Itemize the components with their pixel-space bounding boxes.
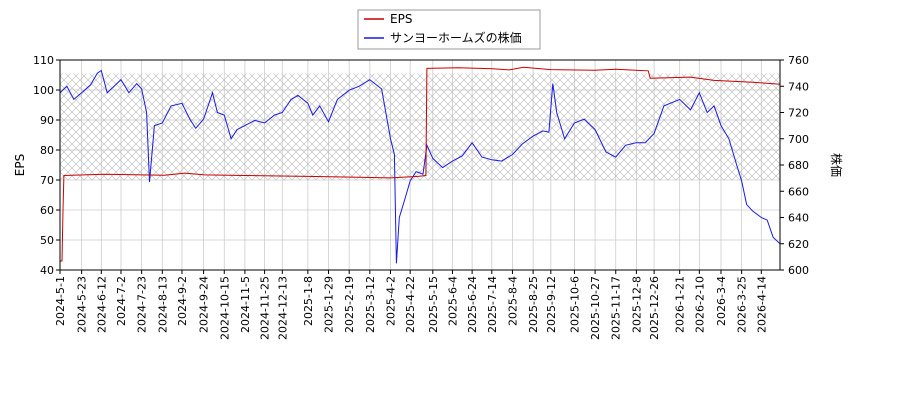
legend: EPS サンヨーホームズの株価 [357,9,541,50]
x-tick-label: 2026-4-14 [755,276,768,333]
x-tick-label: 2024-8-13 [156,276,169,333]
series-line-eps [60,66,781,262]
y-right-tick-label: 600 [788,264,809,277]
x-tick-label: 2024-11-25 [259,276,272,340]
hatch-band [60,73,780,180]
y-axis-right-title: 株価 [829,153,844,177]
legend-label-eps: EPS [390,12,412,26]
x-tick-label: 2025-8-25 [527,276,540,333]
x-tick-label: 2025-12-26 [648,276,661,340]
x-tick-label: 2025-2-19 [343,276,356,333]
legend-label-price: サンヨーホームズの株価 [390,30,522,45]
x-tick-label: 2024-7-23 [136,276,149,333]
y-left-tick-label: 100 [33,84,54,97]
y-left-tick-label: 50 [40,234,54,247]
x-tick-label: 2024-9-2 [176,276,189,326]
y-right-tick-label: 640 [788,212,809,225]
y-left-tick-label: 40 [40,264,54,277]
y-right-tick-label: 720 [788,107,809,120]
x-tick-label: 2025-5-15 [427,276,440,333]
x-tick-label: 2024-12-13 [276,276,289,340]
x-tick-label: 2026-2-10 [693,276,706,333]
x-tick-label: 2025-1-8 [302,276,315,326]
ticks-layer: 40 50 60 70 80 90 100 110 600 620 640 660 680 700 720 7… [33,54,809,340]
y-right-tick-label: 700 [788,133,809,146]
x-tick-label: 2025-6-4 [446,276,459,326]
y-right-tick-label: 740 [788,80,809,93]
x-tick-label: 2025-3-12 [364,276,377,333]
y-left-tick-label: 80 [40,144,54,157]
x-tick-label: 2025-1-29 [323,276,336,333]
x-tick-label: 2024-9-24 [198,276,211,333]
y-right-tick-label: 620 [788,238,809,251]
x-tick-label: 2026-1-21 [674,276,687,333]
x-tick-label: 2025-9-12 [545,276,558,333]
y-right-tick-label: 680 [788,159,809,172]
x-tick-label: 2025-4-22 [404,276,417,333]
legend-box [357,9,541,50]
x-tick-label: 2024-10-15 [218,276,231,340]
x-tick-label: 2025-10-27 [589,276,602,340]
x-tick-label: 2026-3-4 [715,276,728,326]
x-tick-label: 2025-11-17 [610,276,623,340]
y-axis-left-title: EPS [13,154,27,176]
x-tick-label: 2024-5-23 [76,276,89,333]
x-tick-label: 2026-3-25 [736,276,749,333]
x-tick-label: 2025-6-24 [466,276,479,333]
x-tick-label: 2025-4-2 [384,276,397,326]
x-tick-label: 2025-8-4 [506,276,519,326]
x-tick-label: 2024-5-1 [54,276,67,326]
x-tick-label: 2024-6-12 [95,276,108,333]
y-left-tick-label: 70 [40,174,54,187]
x-tick-label: 2025-7-14 [486,276,499,333]
y-left-tick-label: 60 [40,204,54,217]
series-line-price [59,69,781,264]
y-right-tick-label: 660 [788,185,809,198]
x-tick-label: 2024-7-2 [115,276,128,326]
y-left-tick-label: 110 [33,54,54,67]
x-tick-label: 2025-10-6 [568,276,581,333]
y-right-tick-label: 760 [788,54,809,67]
y-left-tick-label: 90 [40,114,54,127]
series-layer [59,66,781,264]
x-tick-label: 2025-12-8 [630,276,643,333]
x-tick-label: 2024-11-5 [239,276,252,333]
